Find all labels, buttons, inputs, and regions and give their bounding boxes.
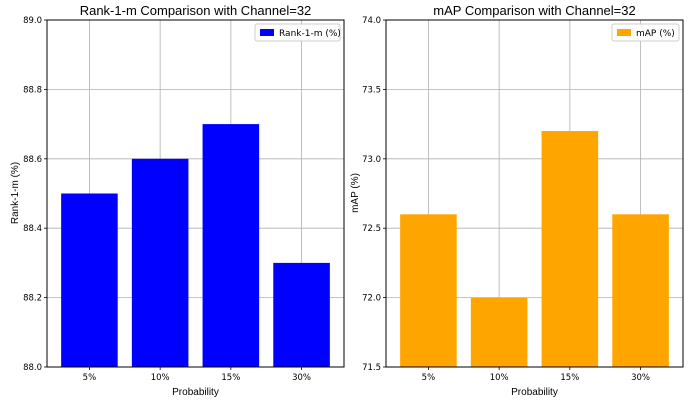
y-tick-label: 89.0 — [23, 16, 42, 26]
x-tick-label: 30% — [292, 373, 311, 383]
y-tick-label: 88.2 — [23, 294, 42, 304]
x-tick-label: 15% — [560, 373, 579, 383]
rank1-chart: Rank-1-m Comparison with Channel=32 Prob… — [10, 3, 345, 398]
chart-title: Rank-1-m Comparison with Channel=32 — [80, 3, 312, 18]
bar — [400, 214, 457, 367]
legend: Rank-1-m (%) — [254, 23, 341, 42]
y-tick-label: 71.5 — [362, 363, 381, 373]
x-tick-label: 15% — [221, 373, 240, 383]
y-tick-label: 73.5 — [362, 85, 381, 95]
legend-label: mAP (%) — [636, 29, 675, 39]
plot-frame — [46, 19, 345, 368]
bar — [470, 297, 528, 367]
y-tick-labels: 88.0 88.2 88.4 88.6 88.8 89.0 — [23, 16, 47, 373]
x-tick-labels: 5% 10% 15% 30% — [422, 367, 650, 383]
y-tick-label: 88.8 — [23, 85, 42, 95]
chart-title: mAP Comparison with Channel=32 — [433, 3, 635, 18]
y-tick-label: 73.0 — [362, 155, 381, 165]
y-tick-label: 72.5 — [362, 224, 381, 234]
bar — [202, 124, 260, 367]
bar — [612, 214, 669, 367]
y-axis-label: mAP (%) — [350, 173, 361, 213]
legend-swatch — [617, 29, 631, 36]
x-tick-label: 5% — [83, 373, 97, 383]
y-tick-label: 88.6 — [23, 155, 42, 165]
legend: mAP (%) — [611, 23, 680, 42]
y-tick-labels: 71.5 72.0 72.5 73.0 73.5 74.0 — [362, 16, 386, 373]
legend-label: Rank-1-m (%) — [279, 29, 341, 39]
y-tick-label: 88.0 — [23, 363, 42, 373]
legend-box — [611, 23, 680, 42]
y-tick-label: 88.4 — [23, 224, 42, 234]
x-tick-label: 10% — [151, 373, 170, 383]
x-axis-label: Probability — [511, 387, 558, 398]
x-axis-label: Probability — [172, 387, 219, 398]
bar — [131, 158, 189, 367]
bar — [273, 262, 330, 367]
y-tick-label: 74.0 — [362, 16, 381, 26]
x-tick-label: 5% — [422, 373, 436, 383]
x-tick-label: 10% — [490, 373, 509, 383]
legend-swatch — [260, 29, 274, 36]
bars — [400, 131, 669, 367]
bar — [61, 193, 118, 367]
map-chart: mAP Comparison with Channel=32 Probabili… — [350, 3, 684, 398]
bars — [61, 124, 330, 367]
x-tick-labels: 5% 10% 15% 30% — [83, 367, 311, 383]
plot-frame — [385, 19, 684, 368]
y-tick-label: 72.0 — [362, 294, 381, 304]
legend-box — [254, 23, 341, 42]
x-tick-label: 30% — [631, 373, 650, 383]
y-axis-label: Rank-1-m (%) — [10, 162, 21, 224]
bar — [541, 131, 599, 367]
